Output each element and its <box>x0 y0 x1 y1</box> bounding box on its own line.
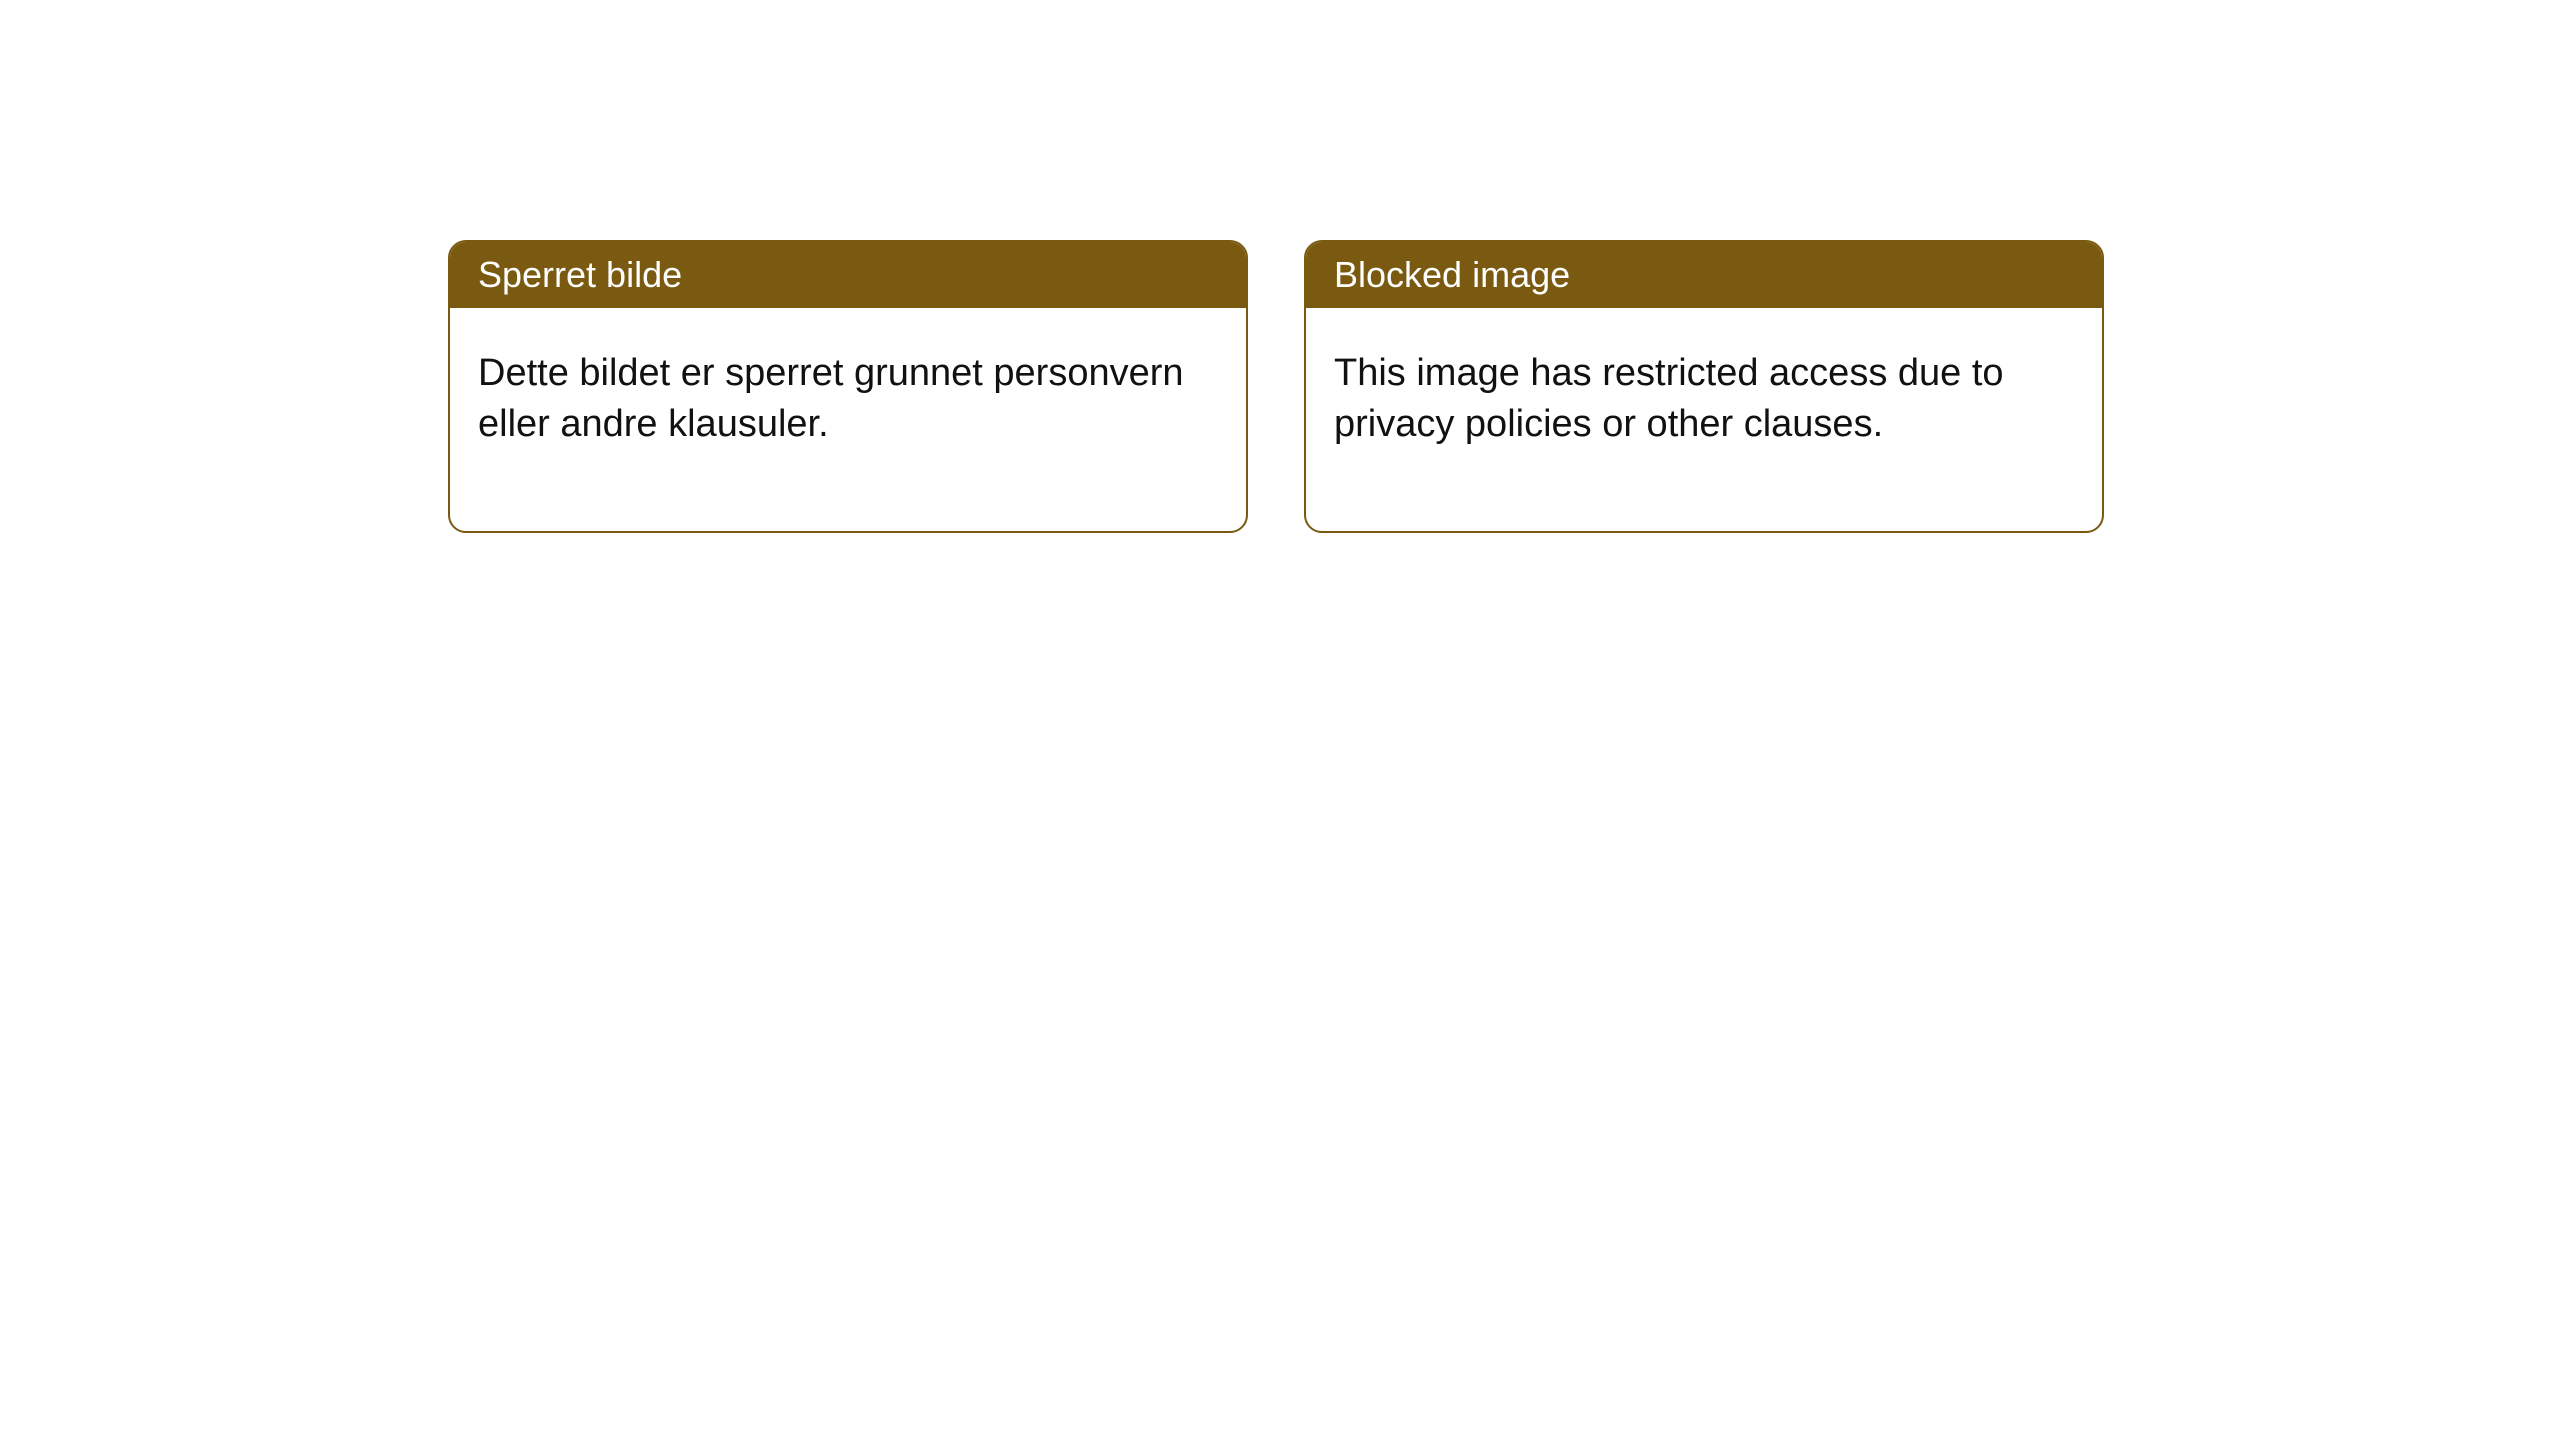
notice-card-norwegian: Sperret bilde Dette bildet er sperret gr… <box>448 240 1248 533</box>
card-title: Sperret bilde <box>478 254 682 295</box>
card-body-text: This image has restricted access due to … <box>1334 352 2004 445</box>
card-body: Dette bildet er sperret grunnet personve… <box>450 308 1246 531</box>
notice-cards-container: Sperret bilde Dette bildet er sperret gr… <box>0 0 2560 533</box>
notice-card-english: Blocked image This image has restricted … <box>1304 240 2104 533</box>
card-body-text: Dette bildet er sperret grunnet personve… <box>478 352 1184 445</box>
card-title: Blocked image <box>1334 254 1570 295</box>
card-header: Blocked image <box>1306 242 2102 308</box>
card-header: Sperret bilde <box>450 242 1246 308</box>
card-body: This image has restricted access due to … <box>1306 308 2102 531</box>
